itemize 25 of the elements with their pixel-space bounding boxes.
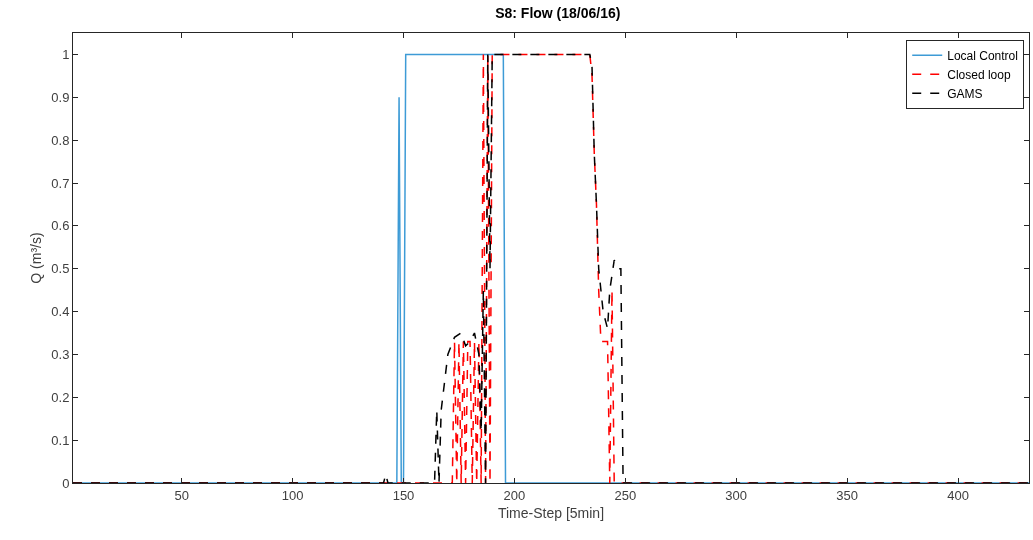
y-tick-label: 0.1 bbox=[51, 432, 70, 448]
x-axis-title: Time-Step [5min] bbox=[497, 504, 605, 521]
legend-label: Closed loop bbox=[947, 67, 1011, 82]
y-tick-label: 1 bbox=[62, 46, 70, 62]
legend-label: Local Control bbox=[947, 48, 1018, 63]
x-tick-label: 300 bbox=[725, 487, 748, 503]
x-tick-label: 350 bbox=[836, 487, 858, 503]
y-tick-label: 0.8 bbox=[51, 132, 70, 148]
x-tick-label: 50 bbox=[174, 487, 189, 503]
y-tick-label: 0.2 bbox=[51, 389, 70, 405]
y-tick-label: 0.3 bbox=[51, 346, 70, 362]
x-tick-label: 400 bbox=[947, 487, 969, 503]
x-tick-label: 250 bbox=[614, 487, 637, 503]
x-tick-label: 150 bbox=[392, 487, 415, 503]
y-tick-label: 0.5 bbox=[51, 261, 70, 277]
legend-label: GAMS bbox=[947, 86, 983, 101]
y-tick-label: 0.7 bbox=[51, 175, 70, 191]
x-tick-label: 100 bbox=[281, 487, 304, 503]
x-tick-label: 200 bbox=[503, 487, 526, 503]
y-tick-label: 0.6 bbox=[51, 218, 70, 234]
y-tick-label: 0.9 bbox=[51, 89, 70, 105]
y-tick-label: 0.4 bbox=[51, 304, 70, 320]
y-tick-label: 0 bbox=[62, 475, 70, 491]
y-axis-title: Q (m³/s) bbox=[27, 232, 44, 284]
chart-title: S8: Flow (18/06/16) bbox=[495, 4, 621, 21]
